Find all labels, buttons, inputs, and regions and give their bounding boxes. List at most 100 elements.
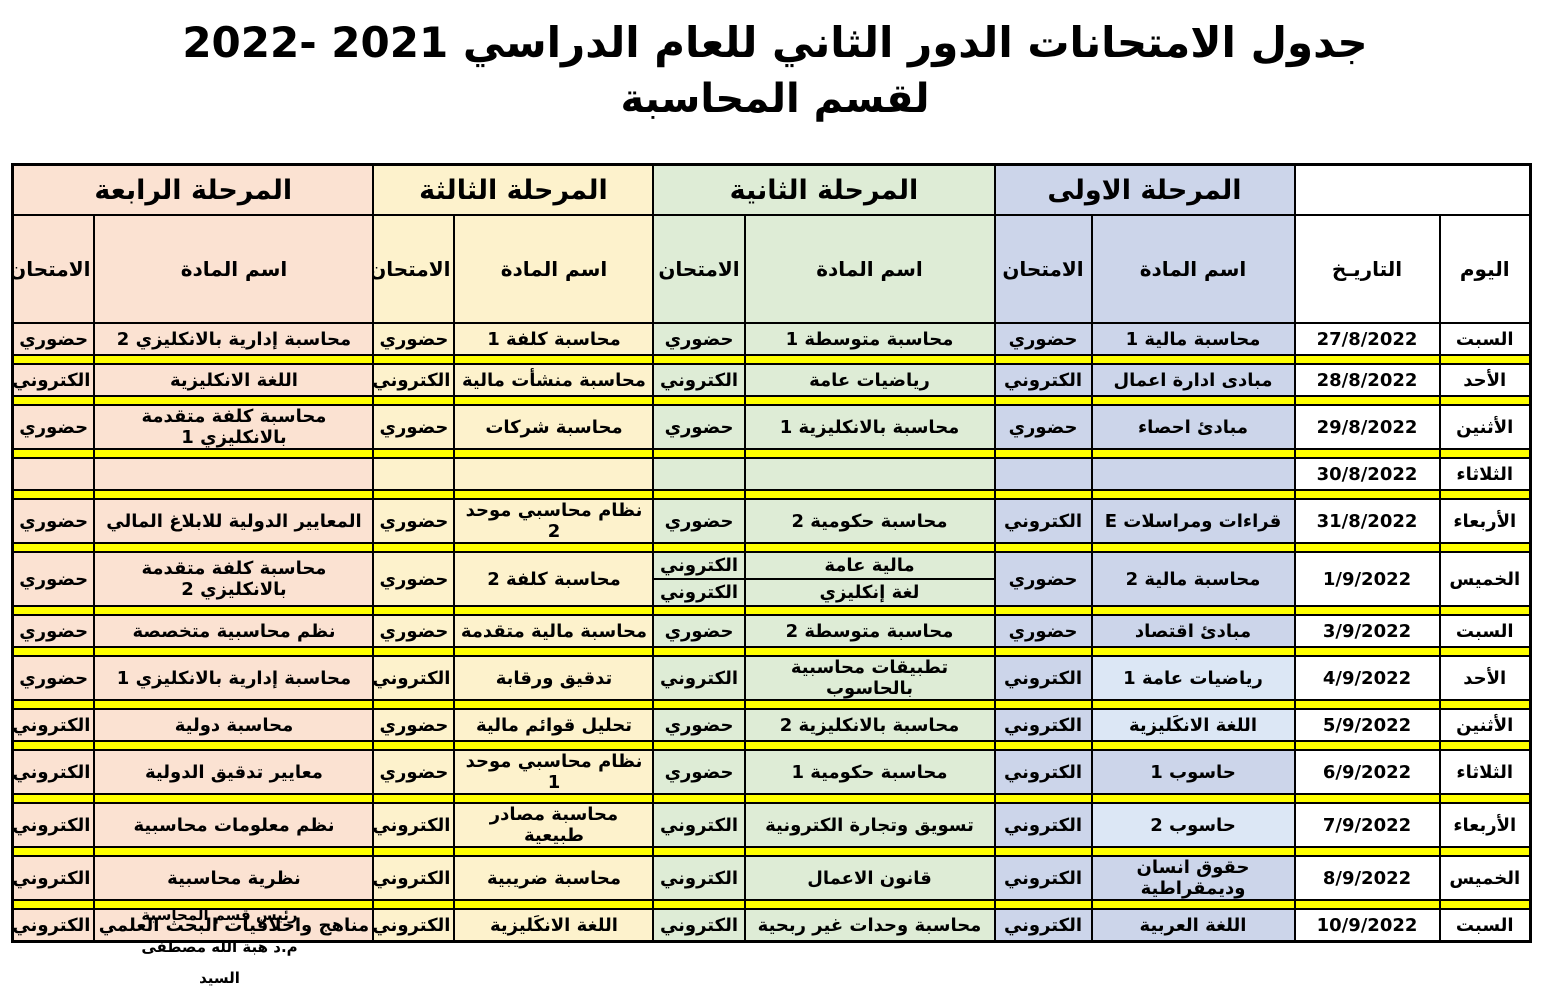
stage3-exam-cell: حضوري bbox=[372, 749, 456, 795]
stage3-subject-cell: نظام محاسبي موحد 1 bbox=[453, 749, 655, 795]
separator-cell bbox=[372, 899, 456, 910]
separator-cell bbox=[1090, 395, 1296, 406]
table-row: الخميس 8/9/2022 حقوق انسان وديمقراطية ال… bbox=[11, 855, 1532, 901]
stage1-subject-cell: مبادئ احصاء bbox=[1090, 404, 1296, 450]
separator-cell bbox=[372, 605, 456, 616]
separator-cell bbox=[743, 740, 996, 751]
separator-cell bbox=[93, 699, 375, 710]
stage1-exam-cell: الكتروني bbox=[993, 708, 1093, 742]
date-cell: 28/8/2022 bbox=[1293, 363, 1441, 397]
stage4-exam-cell: الكتروني bbox=[11, 708, 96, 742]
stage1-subject-cell: رياضيات عامة 1 bbox=[1090, 655, 1296, 701]
stage2-exam-header: الامتحان bbox=[652, 214, 746, 324]
separator-cell bbox=[743, 395, 996, 406]
stage2-exam-cell bbox=[652, 457, 746, 491]
separator-row bbox=[11, 699, 1532, 710]
stage4-subject-cell: نظرية محاسبية bbox=[93, 855, 375, 901]
stage4-exam-cell: حضوري bbox=[11, 655, 96, 701]
separator-cell bbox=[652, 699, 746, 710]
separator-cell bbox=[93, 740, 375, 751]
stage4-subject-cell bbox=[93, 457, 375, 491]
signature-block: رئيس قسم المحاسبة م.د هبة الله مصطفى الس… bbox=[122, 900, 317, 995]
stage1-exam-cell: الكتروني bbox=[993, 802, 1093, 848]
stage2-subject-header: اسم المادة bbox=[743, 214, 996, 324]
separator-cell bbox=[993, 489, 1093, 500]
stage3-subject-cell bbox=[453, 457, 655, 491]
separator-cell bbox=[1090, 846, 1296, 857]
separator-cell bbox=[453, 699, 655, 710]
page-title: جدول الامتحانات الدور الثاني للعام الدرا… bbox=[0, 10, 1550, 123]
date-cell: 29/8/2022 bbox=[1293, 404, 1441, 450]
date-cell: 6/9/2022 bbox=[1293, 749, 1441, 795]
separator-cell bbox=[372, 542, 456, 553]
stage4-subject-cell: معايير تدقيق الدولية bbox=[93, 749, 375, 795]
separator-cell bbox=[993, 395, 1093, 406]
stage1-subject-cell: اللغة العربية bbox=[1090, 908, 1296, 943]
separator-cell bbox=[453, 354, 655, 365]
day-cell: السبت bbox=[1438, 322, 1532, 356]
stage4-exam-cell: الكتروني bbox=[11, 363, 96, 397]
separator-cell bbox=[11, 489, 96, 500]
stage2-exam-cell: الكتروني bbox=[652, 855, 746, 901]
separator-cell bbox=[453, 740, 655, 751]
separator-cell bbox=[453, 793, 655, 804]
stage2-subject-cell: محاسبة بالانكليزية 2 bbox=[743, 708, 996, 742]
exam-schedule-table: المرحلة الاولى المرحلة الثانية المرحلة ا… bbox=[10, 163, 1532, 943]
signature-name: م.د هبة الله مصطفى السيد bbox=[141, 937, 298, 988]
separator-cell bbox=[743, 793, 996, 804]
separator-cell bbox=[11, 699, 96, 710]
separator-row bbox=[11, 740, 1532, 751]
stage3-exam-cell: الكتروني bbox=[372, 363, 456, 397]
separator-cell bbox=[1438, 489, 1532, 500]
stage3-subject-header: اسم المادة bbox=[453, 214, 655, 324]
stage3-exam-cell bbox=[372, 457, 456, 491]
stage1-subject-cell: مبادئ اقتصاد bbox=[1090, 614, 1296, 648]
separator-cell bbox=[1438, 740, 1532, 751]
separator-cell bbox=[1438, 646, 1532, 657]
date-cell: 27/8/2022 bbox=[1293, 322, 1441, 356]
stage1-subject-cell: اللغة الانكَليزية bbox=[1090, 708, 1296, 742]
day-cell: الأثنين bbox=[1438, 708, 1532, 742]
separator-cell bbox=[652, 793, 746, 804]
stage2-exam-cell: الكتروني bbox=[652, 363, 746, 397]
date-cell: 31/8/2022 bbox=[1293, 498, 1441, 544]
separator-row bbox=[11, 793, 1532, 804]
stage3-exam-cell: الكتروني bbox=[372, 802, 456, 848]
stage1-exam-cell bbox=[993, 457, 1093, 491]
stage3-exam-header: الامتحان bbox=[372, 214, 456, 324]
separator-cell bbox=[743, 542, 996, 553]
separator-cell bbox=[993, 646, 1093, 657]
separator-cell bbox=[1293, 846, 1441, 857]
stage4-subject-cell: اللغة الانكليزية bbox=[93, 363, 375, 397]
separator-cell bbox=[372, 395, 456, 406]
separator-cell bbox=[1090, 740, 1296, 751]
separator-cell bbox=[1438, 354, 1532, 365]
separator-cell bbox=[372, 354, 456, 365]
separator-cell bbox=[1293, 448, 1441, 459]
stage2-exam-cell: حضوري bbox=[652, 614, 746, 648]
separator-cell bbox=[1293, 605, 1441, 616]
stage4-exam-cell: الكتروني bbox=[11, 749, 96, 795]
separator-cell bbox=[993, 740, 1093, 751]
separator-row bbox=[11, 899, 1532, 910]
separator-row bbox=[11, 489, 1532, 500]
separator-cell bbox=[93, 646, 375, 657]
separator-cell bbox=[1090, 605, 1296, 616]
stage2-exam-cell: الكتروني bbox=[652, 908, 746, 943]
stage3-exam-cell: الكتروني bbox=[372, 908, 456, 943]
stage1-subject-cell: حاسوب 1 bbox=[1090, 749, 1296, 795]
stage4-subject-cell: محاسبة إدارية بالانكليزي 2 bbox=[93, 322, 375, 356]
day-cell: الأحد bbox=[1438, 655, 1532, 701]
stage2-exam-cell: الكتروني bbox=[652, 578, 746, 607]
separator-cell bbox=[453, 605, 655, 616]
stage3-subject-cell: نظام محاسبي موحد 2 bbox=[453, 498, 655, 544]
separator-cell bbox=[1438, 448, 1532, 459]
stage4-subject-cell: محاسبة كلفة متقدمة بالانكليزي 1 bbox=[93, 404, 375, 450]
stage1-subject-cell bbox=[1090, 457, 1296, 491]
separator-cell bbox=[93, 846, 375, 857]
stage3-exam-cell: حضوري bbox=[372, 322, 456, 356]
stage2-subject-cell: تطبيقات محاسبية بالحاسوب bbox=[743, 655, 996, 701]
date-cell: 5/9/2022 bbox=[1293, 708, 1441, 742]
day-cell: الثلاثاء bbox=[1438, 749, 1532, 795]
separator-row bbox=[11, 605, 1532, 616]
